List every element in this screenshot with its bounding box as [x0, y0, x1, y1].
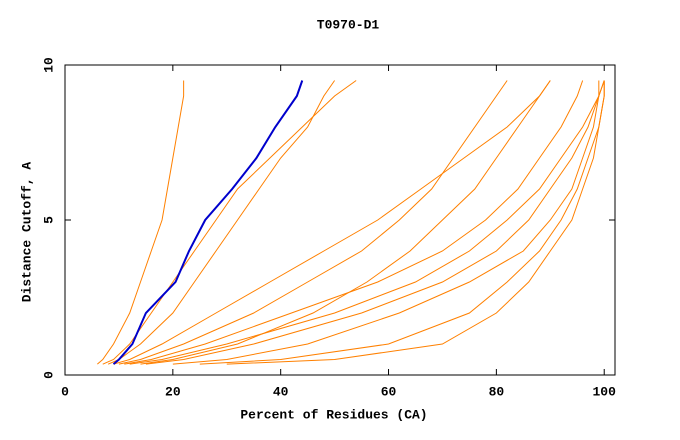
y-axis-label: Distance Cutoff, A — [19, 162, 34, 303]
y-tick-label: 5 — [41, 216, 56, 224]
series-line — [124, 80, 584, 365]
series-line — [107, 80, 336, 365]
series-line — [199, 80, 605, 365]
plot-frame — [64, 64, 616, 376]
series-line — [113, 80, 551, 365]
series-line — [226, 80, 605, 365]
series-line — [112, 80, 304, 365]
y-tick-label: 10 — [41, 57, 56, 73]
y-tick-label: 0 — [41, 371, 56, 379]
chart-title: T0970-D1 — [317, 17, 380, 32]
series-line — [129, 80, 605, 365]
series-line — [172, 80, 605, 365]
x-tick-label: 60 — [381, 384, 397, 399]
series-line — [118, 80, 508, 365]
series-line — [97, 80, 185, 365]
series-line — [145, 80, 600, 365]
x-tick-label: 100 — [593, 384, 617, 399]
series-line — [102, 80, 357, 365]
x-tick-label: 20 — [165, 384, 181, 399]
series-line — [140, 80, 551, 365]
x-tick-label: 40 — [273, 384, 289, 399]
x-tick-label: 80 — [489, 384, 505, 399]
x-axis-label: Percent of Residues (CA) — [240, 407, 427, 422]
x-tick-label: 0 — [61, 384, 69, 399]
